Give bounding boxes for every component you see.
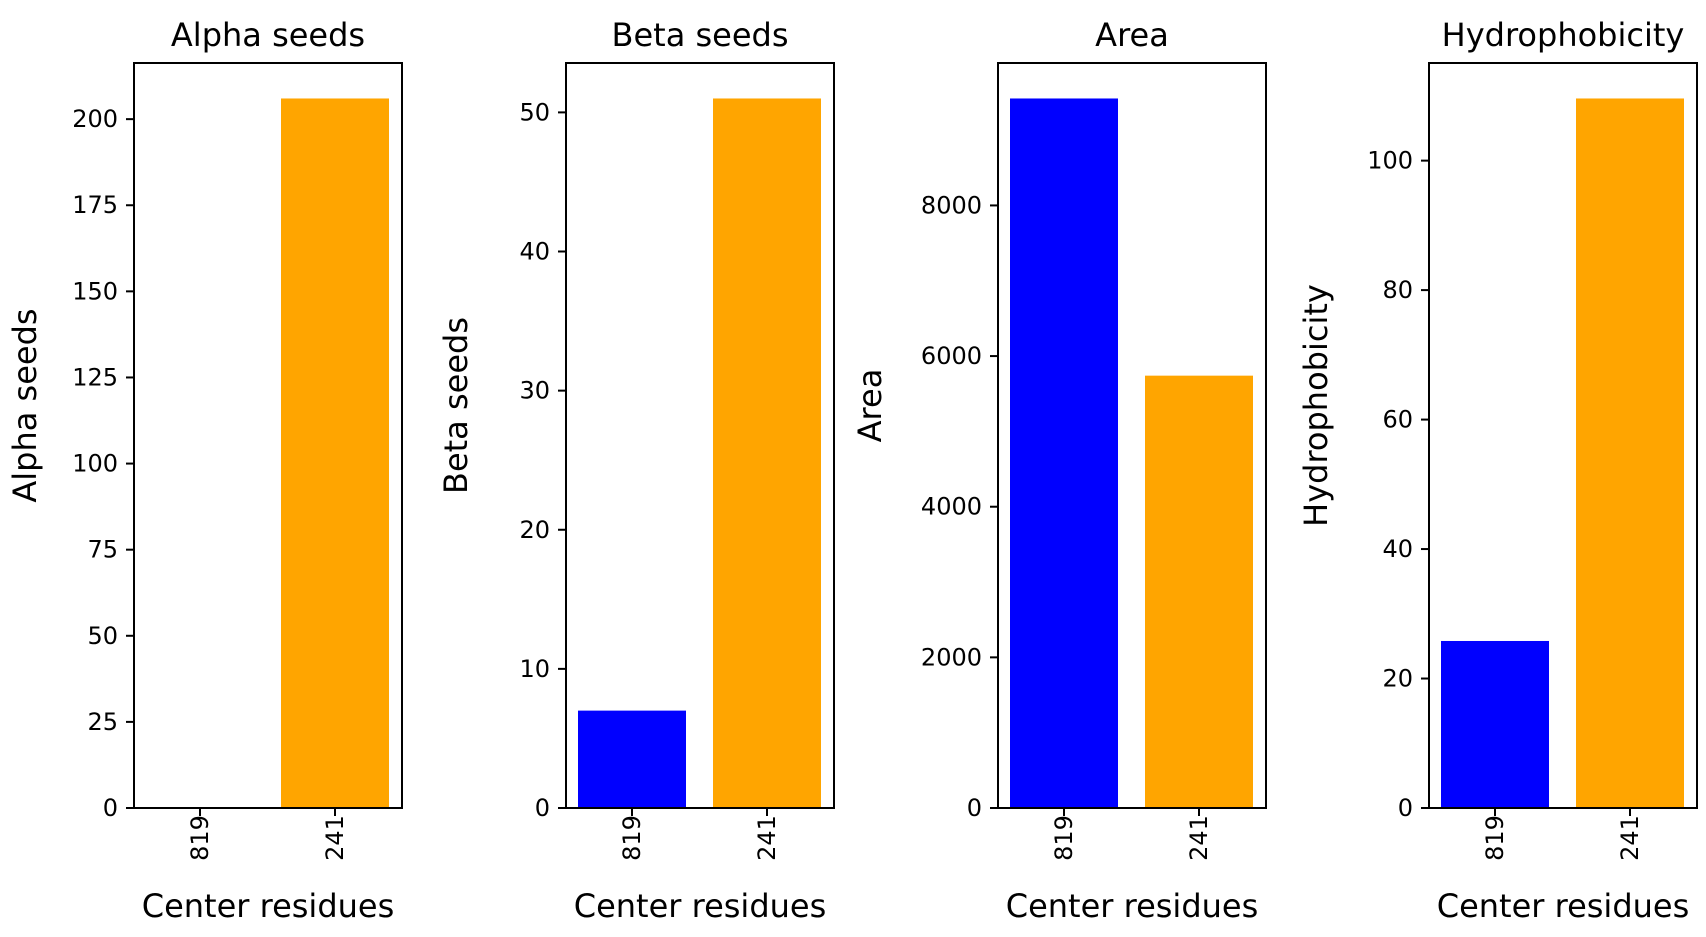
- chart-panel-1: 0 25 50 75 100 125 150 175 200 819 241 Alpha seeds C…: [6, 16, 403, 925]
- bar-241: [1145, 375, 1253, 808]
- x-tick-label: 819: [1481, 815, 1509, 861]
- x-tick-label: 819: [186, 815, 214, 861]
- bar-819: [1010, 98, 1118, 808]
- y-tick-label: 0: [1398, 794, 1413, 822]
- x-tick-label: 241: [1185, 815, 1213, 861]
- y-tick-label: 4000: [921, 493, 982, 521]
- plot-frame: [1428, 62, 1698, 809]
- plot-frame: [565, 62, 835, 809]
- bar-819: [1441, 640, 1549, 808]
- y-tick-label: 25: [87, 708, 118, 736]
- chart-title: Hydrophobicity: [1442, 16, 1685, 54]
- chart-panel-4: 0 20 40 60 80 100 819 241 Hydrophobicity Center r…: [1297, 16, 1698, 925]
- plot-frame: [133, 62, 403, 809]
- y-tick-label: 20: [1382, 665, 1413, 693]
- y-tick-label: 0: [535, 794, 550, 822]
- x-axis-label: Center residues: [1437, 887, 1690, 925]
- y-tick-label: 50: [87, 622, 118, 650]
- y-tick-label: 125: [72, 363, 118, 391]
- y-tick-label: 175: [72, 191, 118, 219]
- y-tick-label: 8000: [921, 191, 982, 219]
- y-tick-label: 150: [72, 277, 118, 305]
- y-axis-label: Beta seeds: [437, 317, 475, 494]
- y-tick-label: 20: [519, 516, 550, 544]
- chart-title: Alpha seeds: [171, 16, 365, 54]
- x-tick-label: 819: [618, 815, 646, 861]
- y-tick-label: 0: [103, 794, 118, 822]
- x-axis-label: Center residues: [142, 887, 395, 925]
- y-tick-label: 75: [87, 536, 118, 564]
- x-axis-label: Center residues: [574, 887, 827, 925]
- y-axis-label: Alpha seeds: [6, 308, 44, 502]
- y-tick-label: 60: [1382, 406, 1413, 434]
- x-tick-label: 241: [753, 815, 781, 861]
- bar-241: [281, 98, 389, 808]
- bar-241: [1576, 98, 1684, 808]
- y-tick-label: 0: [967, 794, 982, 822]
- y-tick-label: 200: [72, 105, 118, 133]
- x-tick-label: 819: [1050, 815, 1078, 861]
- y-axis-label: Area: [851, 369, 889, 443]
- chart-title: Area: [1095, 16, 1169, 54]
- y-tick-label: 100: [72, 450, 118, 478]
- y-axis-label: Hydrophobicity: [1297, 284, 1335, 527]
- y-tick-label: 30: [519, 377, 550, 405]
- y-tick-label: 40: [519, 238, 550, 266]
- bar-819: [578, 710, 686, 808]
- y-tick-label: 40: [1382, 535, 1413, 563]
- chart-panel-2: 0 10 20 30 40 50 819 241 Beta seeds Center residu…: [437, 16, 835, 925]
- x-axis-label: Center residues: [1006, 887, 1259, 925]
- y-tick-label: 6000: [921, 342, 982, 370]
- x-tick-label: 241: [321, 815, 349, 861]
- y-tick-label: 2000: [921, 643, 982, 671]
- chart-panel-3: 0 2000 4000 6000 8000 819 241 Area Center residu…: [851, 16, 1267, 925]
- plot-frame: [997, 62, 1267, 809]
- y-tick-label: 80: [1382, 276, 1413, 304]
- bar-241: [713, 98, 821, 808]
- chart-title: Beta seeds: [612, 16, 789, 54]
- y-tick-label: 100: [1367, 147, 1413, 175]
- y-tick-label: 10: [519, 655, 550, 683]
- x-tick-label: 241: [1616, 815, 1644, 861]
- y-tick-label: 50: [519, 98, 550, 126]
